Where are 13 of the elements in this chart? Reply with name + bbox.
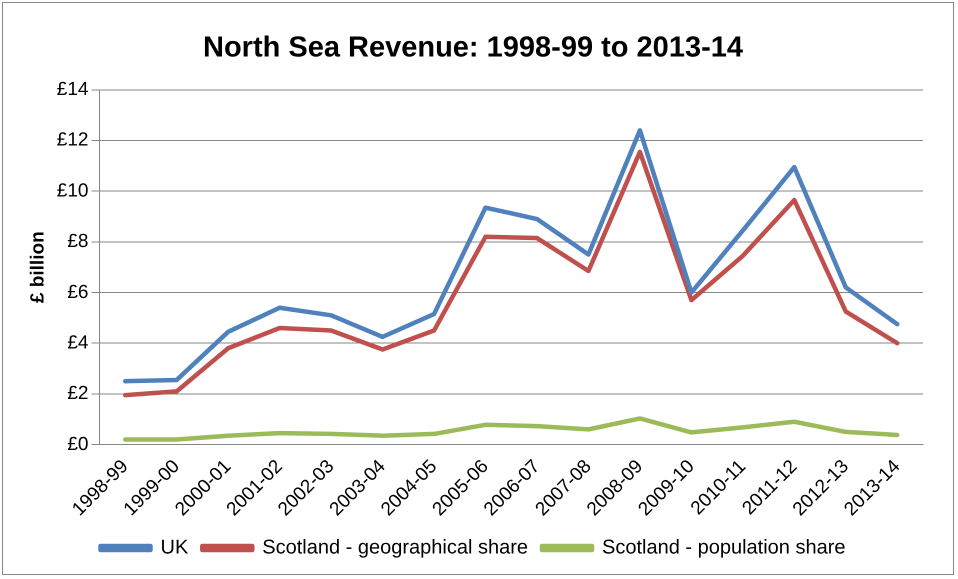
y-tick-label: £0 [67,434,88,455]
y-tick-label: £14 [56,79,89,100]
y-axis-title: £ billion [28,231,49,304]
legend-label: UK [160,536,189,559]
y-tick-label: £8 [67,231,88,252]
legend-label: Scotland - geographical share [262,536,528,559]
legend-label: Scotland - population share [602,536,846,559]
y-tick-label: £2 [67,383,88,404]
y-tick-label: £10 [56,180,88,202]
y-tick-label: £6 [67,282,88,303]
y-tick-label: £4 [67,332,89,354]
y-tick-label: £12 [56,130,88,151]
chart-title: North Sea Revenue: 1998-99 to 2013-14 [203,31,743,64]
